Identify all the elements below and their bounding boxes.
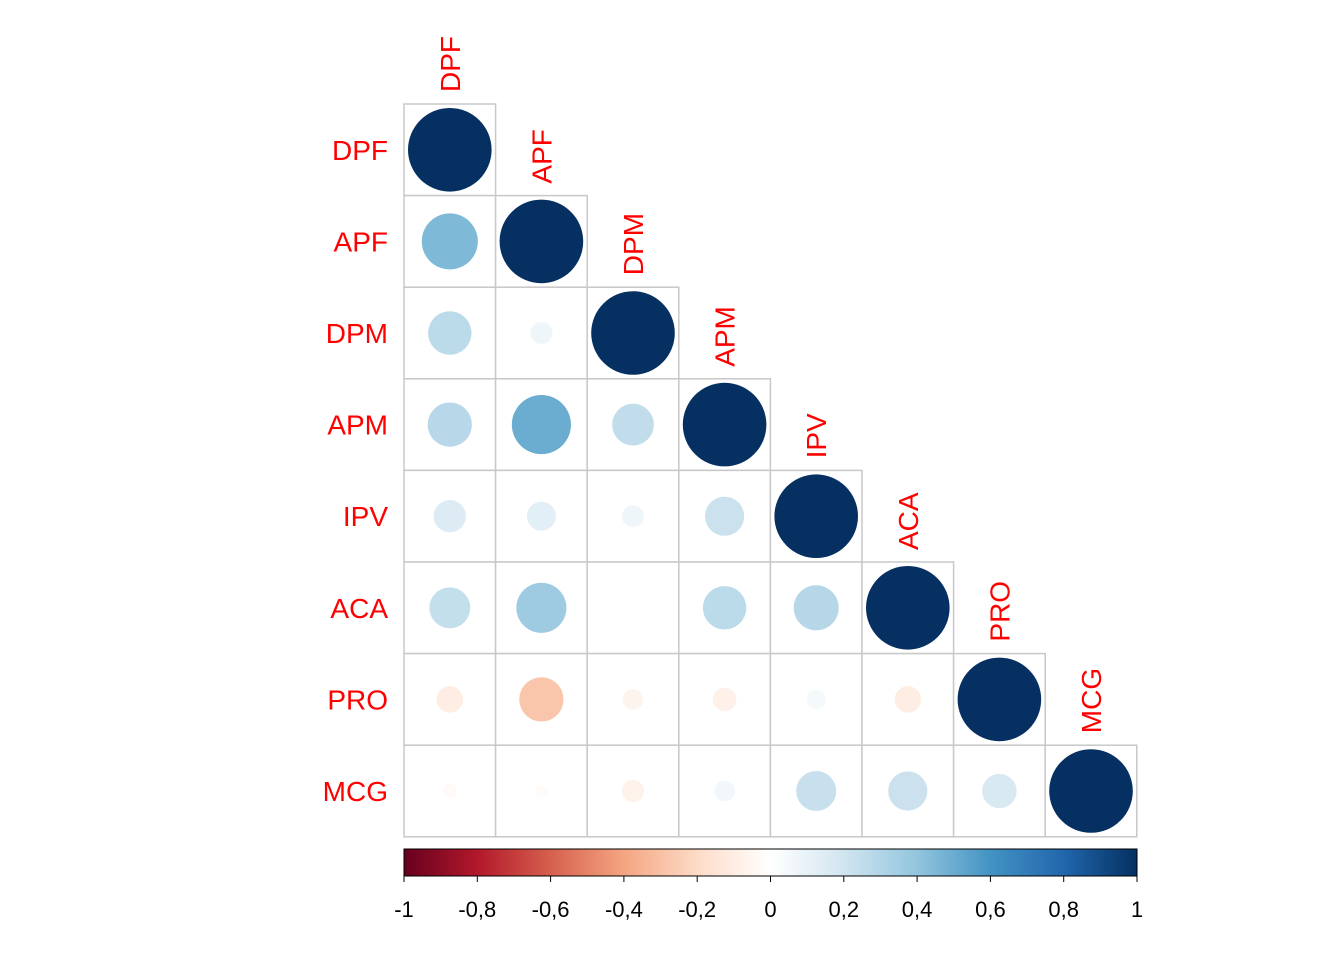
cell-APM-APF	[494, 378, 588, 472]
row-label-APM: APM	[327, 410, 388, 441]
circle-ACA-ACA	[866, 566, 950, 650]
cell-ACA-DPM	[586, 561, 680, 655]
circle-IPV-APM	[704, 496, 745, 536]
row-label-DPF: DPF	[332, 135, 388, 166]
circle-MCG-MCG	[1049, 749, 1133, 833]
circle-DPF-DPF	[408, 108, 492, 192]
circle-MCG-DPF	[442, 783, 458, 799]
row-label-DPM: DPM	[326, 318, 388, 349]
circle-DPM-DPF	[428, 311, 472, 355]
circle-IPV-APF	[526, 501, 556, 531]
circle-MCG-APF	[535, 785, 548, 797]
circle-APM-DPM	[612, 403, 654, 446]
column-label-IPV: IPV	[801, 413, 832, 458]
circle-PRO-PRO	[957, 657, 1042, 742]
column-label-DPM: DPM	[618, 213, 649, 275]
row-label-IPV: IPV	[343, 501, 388, 532]
column-labels: DPF APF DPM APM IPV ACA PRO MCG	[435, 36, 1107, 733]
colorbar-tick-label: -1	[394, 897, 414, 922]
circle-ACA-IPV	[793, 585, 839, 631]
circle-ACA-APM	[702, 586, 747, 630]
colorbar-tick-label: 0,2	[829, 897, 860, 922]
row-labels: DPF APF DPM APM IPV ACA PRO MCG	[323, 135, 389, 807]
correlation-circles	[408, 108, 1133, 833]
column-label-PRO: PRO	[984, 581, 1015, 642]
circle-PRO-IPV	[806, 690, 826, 709]
row-label-APF: APF	[334, 226, 388, 257]
circle-APM-APM	[682, 382, 767, 467]
colorbar-tick-label: -0,2	[678, 897, 716, 922]
column-label-ACA: ACA	[893, 492, 924, 550]
colorbar-tick-label: 0,8	[1048, 897, 1079, 922]
row-label-PRO: PRO	[327, 684, 388, 715]
circle-APF-DPF	[421, 213, 478, 270]
row-label-MCG: MCG	[323, 776, 388, 807]
circle-MCG-ACA	[888, 771, 928, 811]
colorbar-gradient	[403, 848, 1138, 877]
column-label-APF: APF	[526, 129, 557, 183]
colorbar: -1 -0,8 -0,6 -0,4 -0,2 0 0,2 0,4 0,6 0,8 1	[394, 848, 1143, 922]
circle-IPV-DPM	[621, 505, 645, 528]
column-label-DPF: DPF	[435, 36, 466, 92]
circle-PRO-APF	[519, 677, 564, 722]
colorbar-tick-label: 0,6	[975, 897, 1006, 922]
circle-APM-DPF	[427, 402, 472, 447]
circle-ACA-DPF	[429, 587, 471, 629]
circle-PRO-DPM	[622, 689, 644, 710]
colorbar-tick-label: 0,4	[902, 897, 933, 922]
circle-DPM-DPM	[591, 291, 675, 375]
circle-MCG-IPV	[796, 770, 837, 812]
colorbar-tick-label: 0	[764, 897, 776, 922]
circle-MCG-DPM	[621, 779, 645, 803]
circle-PRO-ACA	[894, 686, 922, 713]
column-label-MCG: MCG	[1076, 668, 1107, 733]
circle-IPV-DPF	[433, 500, 466, 533]
colorbar-tick-label: -0,6	[532, 897, 570, 922]
row-label-ACA: ACA	[330, 593, 388, 624]
cell-IPV-APM	[678, 469, 772, 563]
colorbar-tick-label: -0,4	[605, 897, 643, 922]
colorbar-tick-label: 1	[1131, 897, 1143, 922]
circle-PRO-DPF	[436, 686, 464, 713]
circle-MCG-PRO	[982, 773, 1017, 809]
circle-APM-APF	[511, 395, 571, 455]
column-label-APM: APM	[710, 306, 741, 367]
circle-PRO-APM	[712, 687, 737, 712]
colorbar-tick-label: -0,8	[458, 897, 496, 922]
circle-IPV-IPV	[774, 474, 858, 558]
cell-PRO-DPF	[403, 652, 497, 746]
circle-ACA-APF	[516, 582, 567, 633]
circle-APF-APF	[499, 199, 584, 284]
circle-MCG-APM	[714, 780, 735, 802]
circle-DPM-APF	[530, 321, 553, 345]
